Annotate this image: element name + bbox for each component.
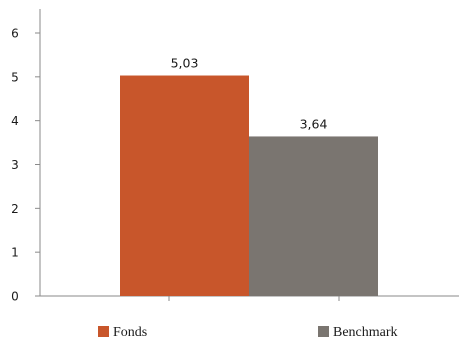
legend: Fonds Benchmark	[98, 325, 398, 340]
legend-label-benchmark: Benchmark	[333, 325, 398, 340]
y-tick-label: 3	[11, 158, 19, 172]
bar-benchmark	[249, 136, 378, 296]
legend-label-fonds: Fonds	[113, 325, 147, 340]
bar-fonds	[120, 75, 249, 296]
y-axis-ticks: 0 1 2 3 4 5 6	[11, 27, 40, 304]
y-tick-label: 0	[11, 290, 19, 304]
y-tick-label: 1	[11, 246, 19, 260]
y-tick-label: 2	[11, 202, 19, 216]
data-label-benchmark: 3,64	[300, 116, 328, 131]
legend-swatch-fonds	[98, 326, 109, 337]
bars	[120, 75, 378, 296]
data-label-fonds: 5,03	[171, 56, 199, 71]
legend-swatch-benchmark	[318, 326, 329, 337]
y-tick-label: 4	[11, 114, 19, 128]
data-labels: 5,03 3,64	[171, 56, 328, 132]
y-tick-label: 6	[11, 27, 19, 41]
y-tick-label: 5	[11, 70, 19, 84]
